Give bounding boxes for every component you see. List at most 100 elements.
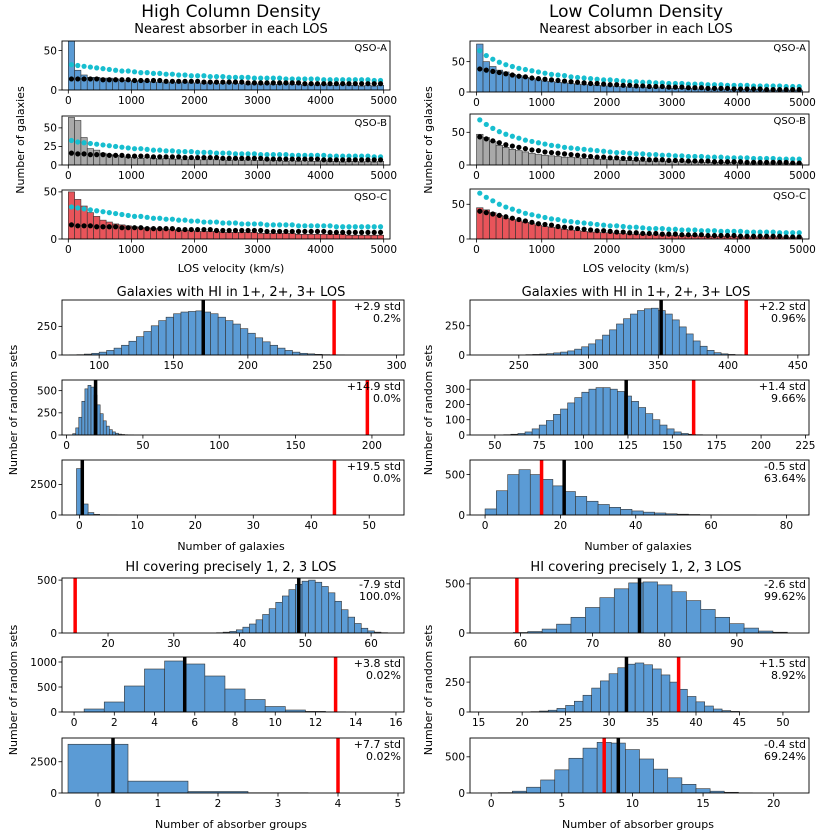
bar [295,160,302,165]
black-point [302,81,308,87]
black-point [692,85,698,91]
cyan-point [68,62,75,68]
black-point [744,159,750,165]
histogram-bar [360,627,369,633]
black-point [633,230,639,236]
cyan-point [302,152,308,158]
y-tick-label: 0 [50,234,57,246]
x-tick-label: 200 [238,360,258,372]
black-point [640,83,646,89]
bar [99,219,107,239]
histogram-bar [637,310,645,355]
black-point [359,81,365,87]
histogram-bar [588,388,597,435]
black-point [377,157,384,163]
x-tick-label: 3000 [659,244,686,256]
histogram-bar [113,347,122,355]
cyan-point [226,74,232,80]
cyan-point [764,229,770,235]
x-tick-label: 2000 [181,244,208,256]
cyan-point [321,77,327,83]
cyan-point [764,155,770,162]
x-tick-label: 45 [733,717,746,729]
histogram-bar [217,316,226,355]
black-point [270,80,276,86]
bar [181,159,189,165]
bar [307,160,315,165]
cyan-point [594,148,600,154]
black-point [692,158,698,164]
plot-area [68,117,384,165]
black-point [790,86,796,92]
bar [370,85,378,90]
cyan-point [509,133,515,139]
cyan-point [100,209,106,215]
histogram-bar [667,777,683,793]
histogram-bar [570,616,586,633]
x-tick-label: 60 [704,520,717,532]
black-point [113,77,119,83]
black-point [529,147,535,153]
black-point [744,86,750,92]
black-point [277,156,283,162]
cyan-point [359,77,365,83]
black-point [157,154,163,160]
high-nearest-xlabel: LOS velocity (km/s) [178,262,284,275]
histogram-bar [595,339,603,355]
histogram-bar [704,705,714,712]
black-point [711,159,718,165]
black-point [705,232,711,239]
cyan-point [477,117,483,123]
cyan-point [239,151,245,157]
cyan-point [679,80,685,87]
black-point [666,231,672,237]
black-point [490,211,496,217]
percentile-label: 0.02% [366,750,401,763]
black-point [195,154,201,161]
black-point [81,76,87,82]
cyan-point [698,81,705,87]
x-tick-label: 10 [626,798,639,810]
histogram-bar [136,336,145,355]
histogram-bar [249,623,257,633]
cyan-point [144,70,150,76]
black-point [182,154,188,161]
histogram-bar [308,579,316,633]
x-tick-label: 0 [65,244,72,256]
cyan-point [548,216,555,222]
low-cover-xlabel: Number of absorber groups [562,818,714,831]
bar [547,226,556,239]
black-point [535,76,542,82]
cyan-point [718,154,724,160]
cyan-point [516,135,522,141]
black-point [594,228,600,234]
cyan-point [574,219,581,225]
black-point [333,81,339,87]
black-point [646,157,652,163]
high-with-ylabel: Number of random sets [7,344,20,475]
black-point [666,157,672,164]
cyan-point [607,223,613,229]
cyan-point [666,80,672,87]
cyan-point [679,227,685,233]
histogram-bar [268,608,277,633]
bar [232,232,239,239]
cyan-point [718,82,724,88]
black-point [627,82,633,88]
bar [282,233,290,239]
bar [137,158,145,165]
black-point [770,233,776,239]
cyan-point [81,63,87,69]
cyan-point [144,214,150,220]
histogram-bar [328,592,336,633]
histogram-bar [96,404,101,435]
x-tick-label: 4 [151,717,158,729]
histogram-bar [651,307,659,355]
black-point [568,79,574,85]
black-point [509,215,515,221]
histogram-bar [700,609,716,633]
histogram-bar [600,680,610,712]
cyan-point [270,152,276,158]
cyan-point [555,216,561,223]
